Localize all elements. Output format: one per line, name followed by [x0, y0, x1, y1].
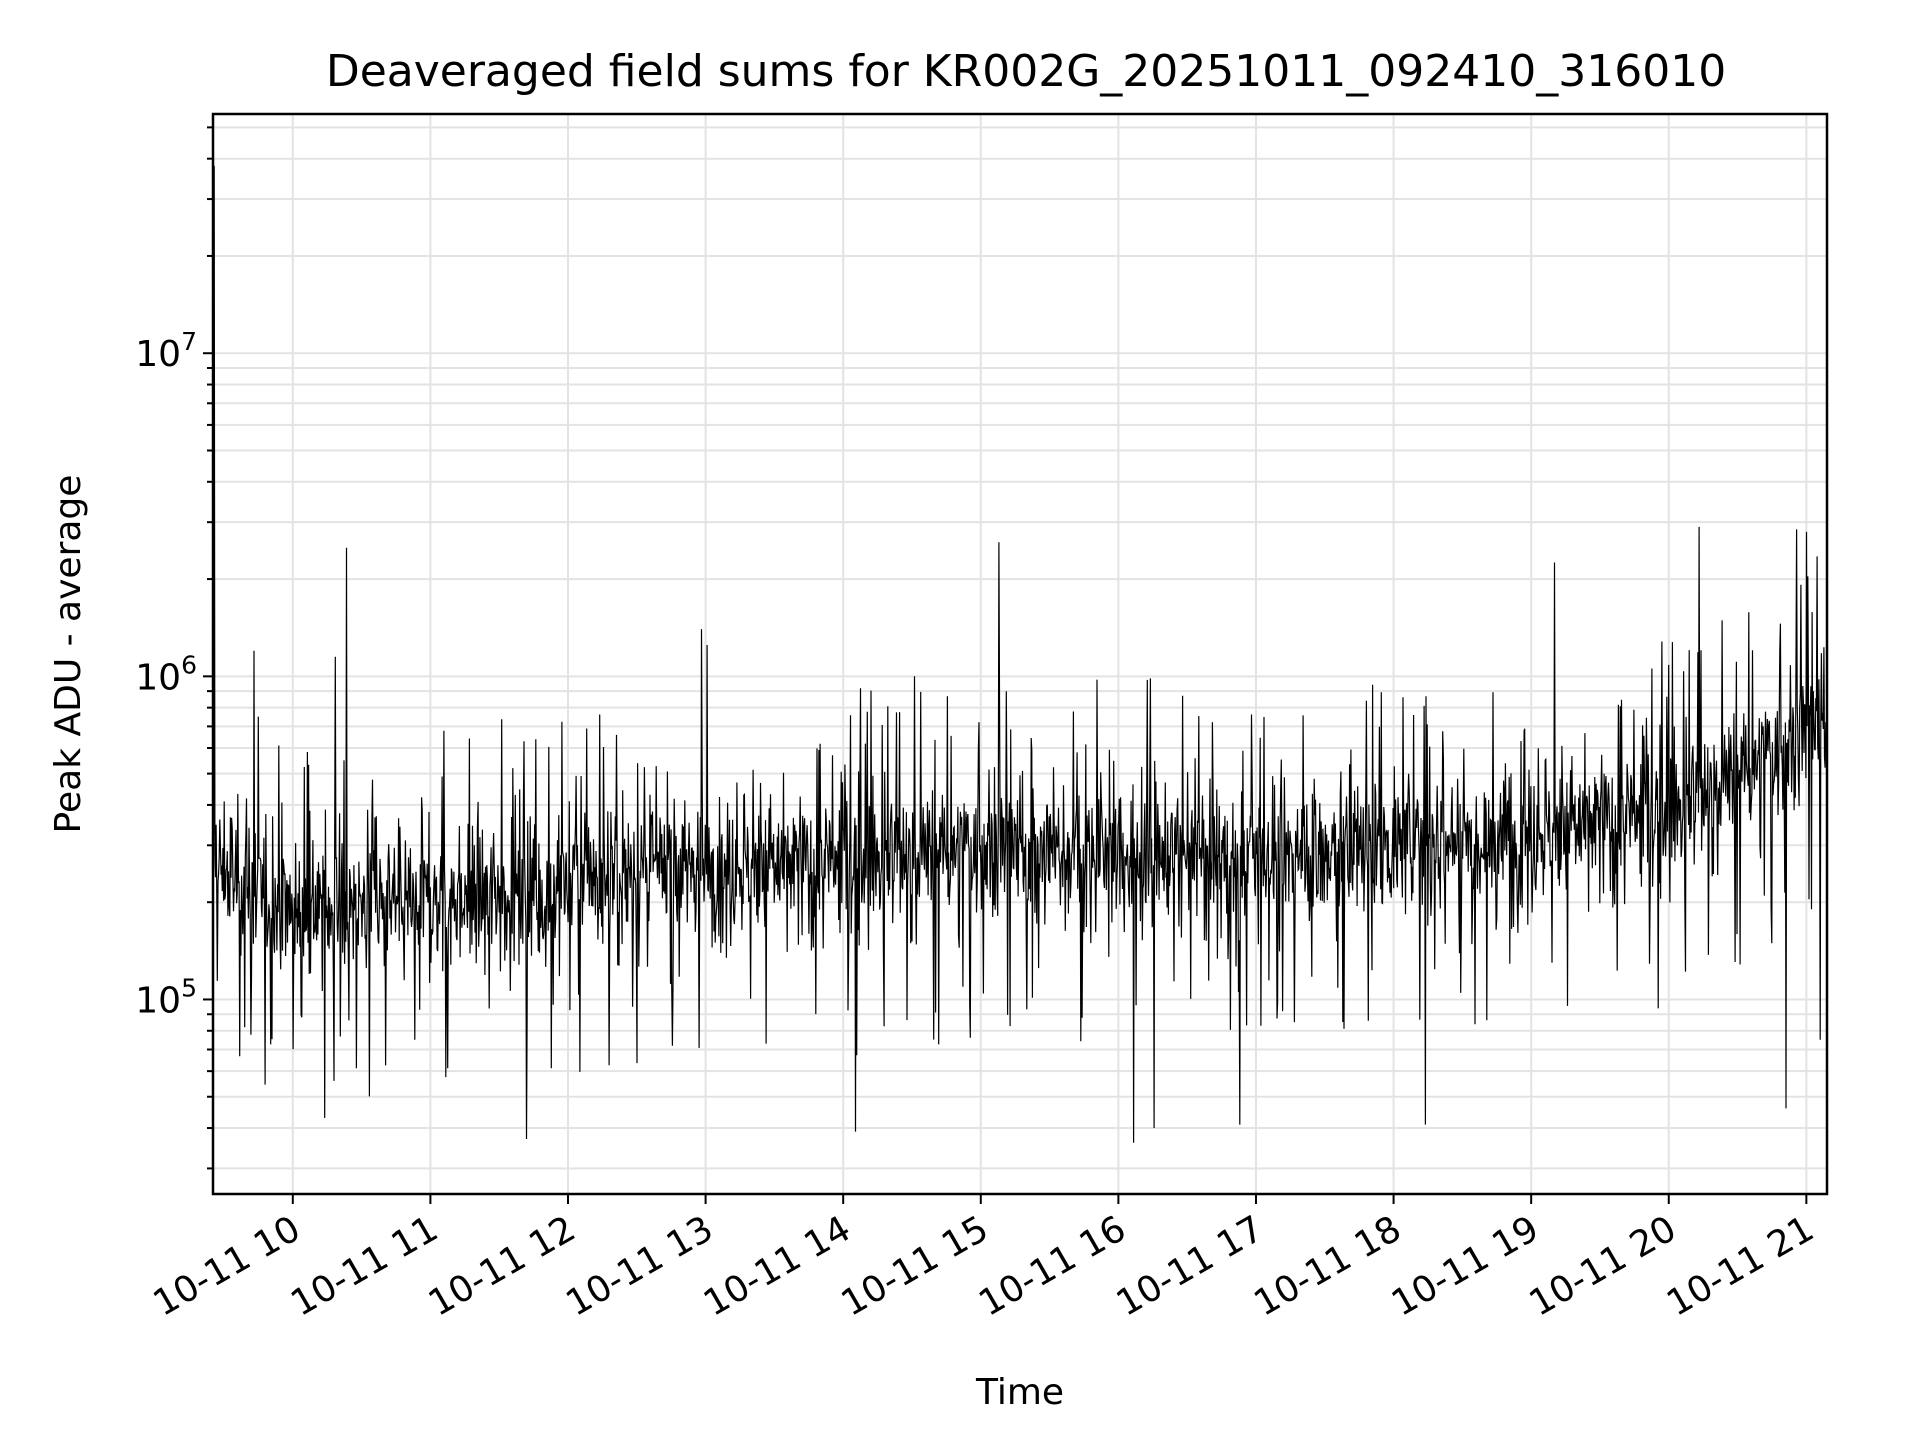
y-tick-label: 105	[135, 973, 197, 1021]
y-tick-label: 106	[135, 650, 197, 698]
y-tick-label: 107	[135, 327, 197, 375]
chart-title: Deaveraged field sums for KR002G_2025101…	[326, 46, 1726, 97]
series-group	[212, 165, 1828, 1143]
series-line	[212, 165, 1828, 1143]
y-axis-label: Peak ADU - average	[48, 475, 89, 834]
plot-frame	[211, 112, 1829, 1196]
y-axis: 105 106 107	[135, 126, 213, 1170]
x-axis-label: Time	[975, 1372, 1064, 1413]
